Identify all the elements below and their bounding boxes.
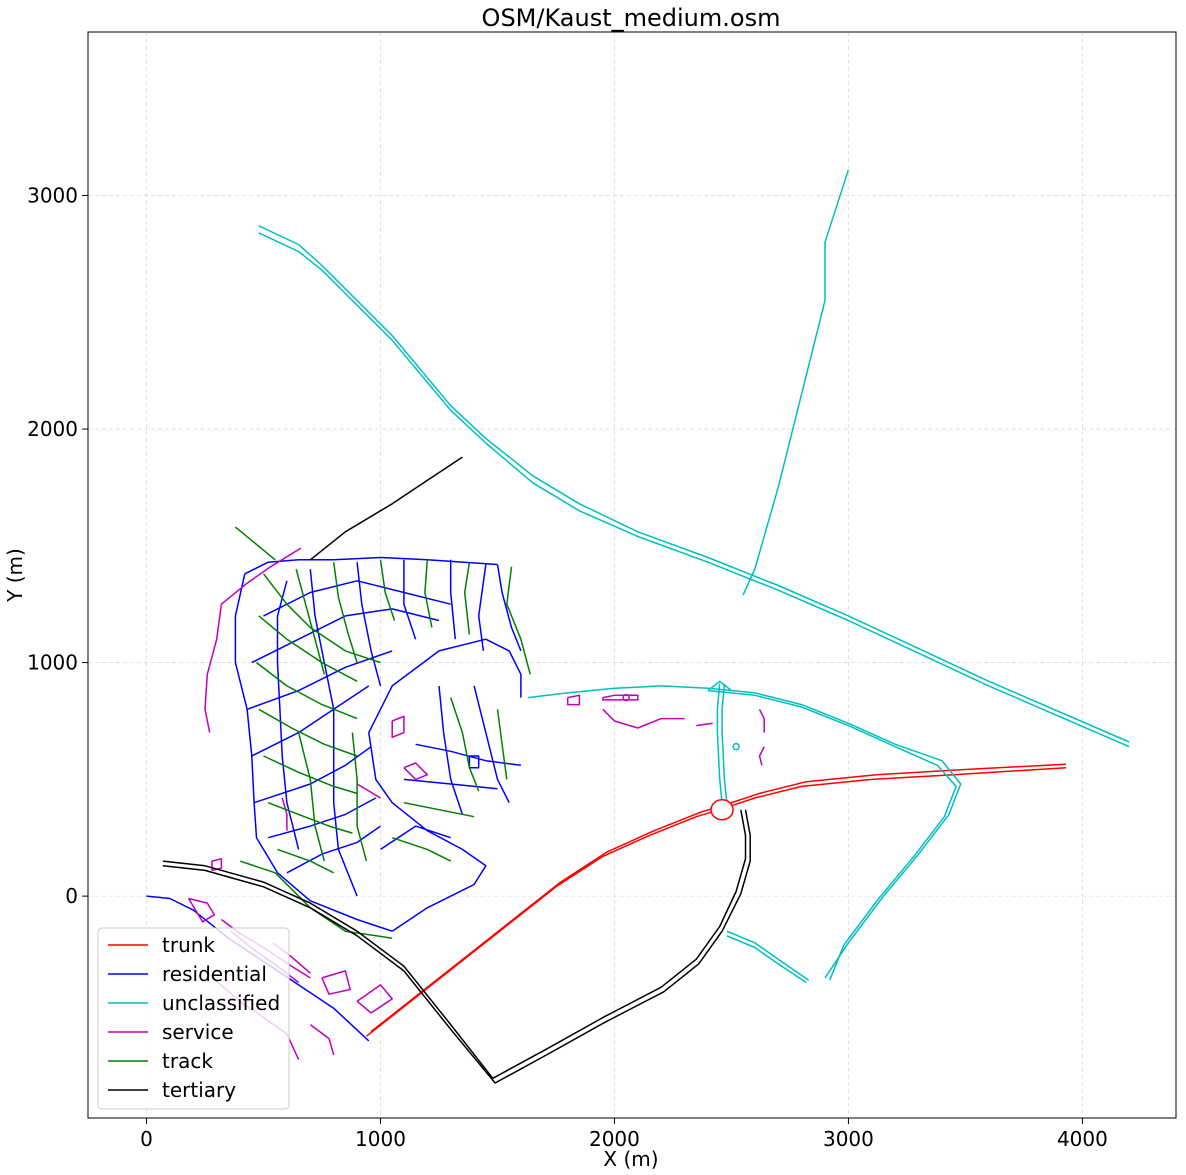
service-road-1	[204, 604, 223, 733]
service-road-0	[220, 547, 302, 605]
track-road-8	[295, 569, 326, 675]
track-road-3	[256, 662, 358, 720]
track-road-9	[332, 562, 358, 663]
unclassified-road-7	[726, 930, 810, 981]
track-road-5	[263, 755, 358, 795]
residential-road-5	[263, 580, 451, 617]
service-road-15	[602, 694, 639, 701]
residential-road-11	[286, 825, 381, 874]
unclassified-road-3	[527, 685, 962, 979]
track-road-19	[403, 801, 475, 818]
service-road-13	[403, 762, 429, 781]
plot-frame	[87, 31, 1177, 1119]
trunk-roundabout	[710, 798, 734, 821]
residential-road-9	[253, 746, 372, 804]
legend-label-track: track	[162, 1049, 213, 1073]
residential-road-17	[276, 580, 300, 850]
x-axis-label: X (m)	[603, 1147, 658, 1171]
residential-road-4	[496, 564, 522, 652]
unclassified-road-1	[258, 232, 1130, 748]
y-tick-label-0: 0	[65, 884, 78, 908]
residential-road-13	[356, 562, 382, 687]
track-road-13	[506, 566, 531, 675]
service-road-18	[758, 708, 765, 733]
track-road-1	[262, 573, 381, 664]
residential-road-20	[415, 743, 521, 767]
tertiary-road-0	[309, 456, 463, 561]
x-tick-label-4: 4000	[1057, 1127, 1108, 1151]
legend-label-unclassified: unclassified	[162, 991, 280, 1015]
service-road-20	[356, 783, 381, 799]
residential-road-19	[473, 685, 510, 804]
tertiary-road-2	[162, 809, 751, 1084]
y-tick-label-1: 1000	[27, 651, 78, 675]
residential-road-15	[449, 559, 457, 640]
track-road-0	[234, 526, 276, 561]
residential-road-16	[477, 564, 487, 651]
y-axis-label: Y (m)	[3, 548, 27, 603]
series-unclassified	[258, 169, 1130, 984]
service-road-19	[758, 746, 765, 766]
track-road-14	[297, 732, 326, 862]
unclassified-road-2	[742, 169, 850, 596]
residential-road-12	[309, 569, 358, 897]
track-road-10	[379, 559, 396, 621]
x-tick-label-3: 3000	[823, 1127, 874, 1151]
unclassified-road-5	[716, 683, 723, 803]
x-tick-label-0: 0	[140, 1127, 153, 1151]
residential-road-6	[251, 608, 440, 664]
service-road-14	[566, 694, 581, 706]
residential-road-14	[403, 559, 417, 640]
x-axis-ticks: 0 1000 2000 3000 4000	[140, 1118, 1108, 1151]
x-tick-label-1: 1000	[355, 1127, 406, 1151]
track-road-12	[463, 562, 471, 635]
series-tertiary	[162, 456, 751, 1084]
track-road-2	[258, 615, 358, 682]
unclassified-road-9	[707, 680, 732, 692]
series-layer	[146, 169, 1130, 1084]
service-roundabout	[622, 693, 630, 702]
unclassified-road-0	[258, 225, 1130, 743]
y-tick-label-3: 3000	[27, 183, 78, 207]
legend-label-residential: residential	[162, 962, 267, 986]
residential-road-10	[268, 797, 377, 839]
track-road-4	[258, 708, 358, 757]
track-road-15	[351, 732, 368, 862]
service-road-7	[309, 1023, 335, 1056]
y-axis-ticks: 0 1000 2000 3000	[27, 183, 88, 908]
service-road-16	[602, 708, 685, 729]
unclassified-road-8	[726, 935, 807, 984]
series-track	[234, 526, 531, 939]
residential-road-3	[368, 638, 522, 932]
residential-road-23	[468, 755, 480, 769]
track-road-18	[391, 836, 452, 862]
tertiary-road-1	[162, 809, 747, 1080]
service-road-21	[281, 797, 288, 831]
residential-road-22	[380, 825, 451, 851]
track-road-11	[424, 559, 433, 628]
track-road-16	[449, 697, 480, 792]
legend: trunk residential unclassified service track…	[97, 927, 290, 1110]
service-road-3	[187, 897, 216, 923]
unclassified-roundabout	[732, 742, 740, 751]
legend-label-service: service	[162, 1020, 234, 1044]
service-road-10	[356, 984, 393, 1014]
residential-road-21	[403, 778, 498, 790]
legend-label-tertiary: tertiary	[162, 1078, 236, 1102]
chart-title: OSM/Kaust_medium.osm	[482, 4, 781, 32]
service-road-11	[321, 970, 351, 995]
track-road-7	[277, 848, 335, 874]
unclassified-road-4	[707, 689, 957, 981]
track-road-17	[496, 709, 508, 780]
residential-road-8	[251, 685, 370, 757]
service-road-17	[696, 722, 713, 727]
x-tick-label-2: 2000	[589, 1127, 640, 1151]
legend-label-trunk: trunk	[162, 933, 215, 957]
residential-road-18	[438, 685, 464, 815]
service-road-12	[391, 715, 405, 739]
y-tick-label-2: 2000	[27, 417, 78, 441]
unclassified-road-6	[721, 683, 728, 803]
